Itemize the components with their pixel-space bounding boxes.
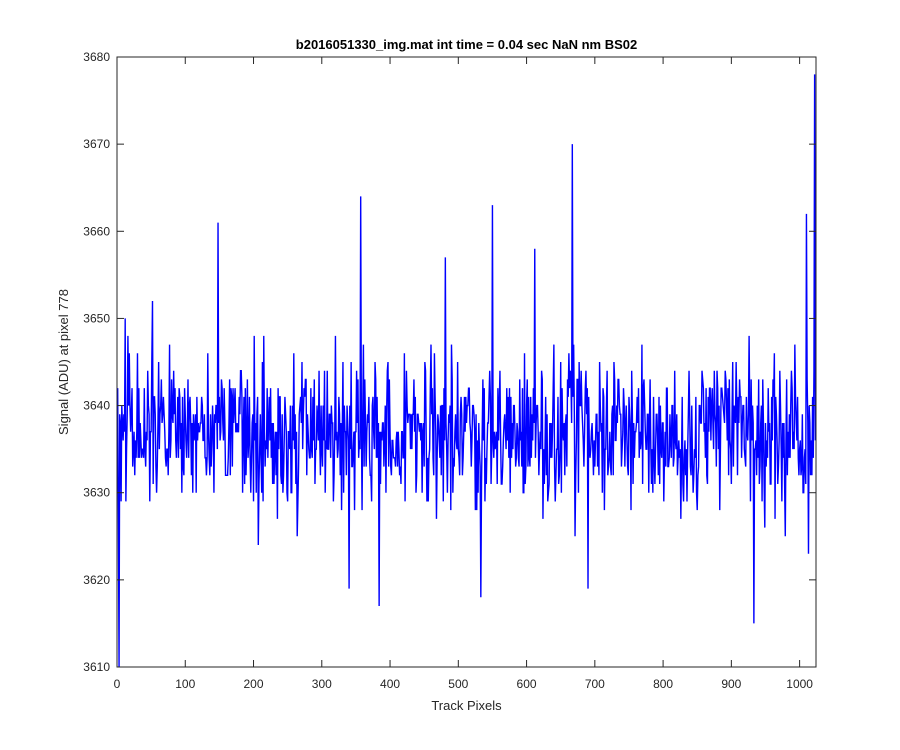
y-tick-label: 3630 [83, 486, 110, 500]
y-tick-label: 3640 [83, 399, 110, 413]
x-tick-label: 500 [448, 677, 468, 691]
x-tick-label: 700 [585, 677, 605, 691]
y-tick-label: 3650 [83, 311, 110, 325]
y-axis-label: Signal (ADU) at pixel 778 [56, 289, 71, 435]
axes-box [116, 56, 817, 668]
x-tick-label: 300 [312, 677, 332, 691]
x-tick-label: 600 [517, 677, 537, 691]
x-tick-label: 800 [653, 677, 673, 691]
x-tick-label: 100 [175, 677, 195, 691]
x-tick-label: 200 [244, 677, 264, 691]
x-tick-label: 400 [380, 677, 400, 691]
x-tick-label: 900 [721, 677, 741, 691]
y-tick-label: 3610 [83, 660, 110, 674]
signal-series-line [117, 74, 816, 667]
series-layer [117, 74, 816, 667]
tick-layer: 0 100 200 300 400 500 600 700 800 900 1000 3610 3620… [83, 50, 816, 691]
plot-area [117, 57, 816, 667]
y-tick-label: 3660 [83, 224, 110, 238]
x-tick-label: 0 [114, 677, 121, 691]
y-tick-label: 3680 [83, 50, 110, 64]
x-tick-label: 1000 [786, 677, 813, 691]
y-tick-label: 3620 [83, 573, 110, 587]
y-tick-label: 3670 [83, 137, 110, 151]
chart-title: b2016051330_img.mat int time = 0.04 sec … [296, 37, 637, 52]
x-axis-label: Track Pixels [431, 698, 502, 713]
